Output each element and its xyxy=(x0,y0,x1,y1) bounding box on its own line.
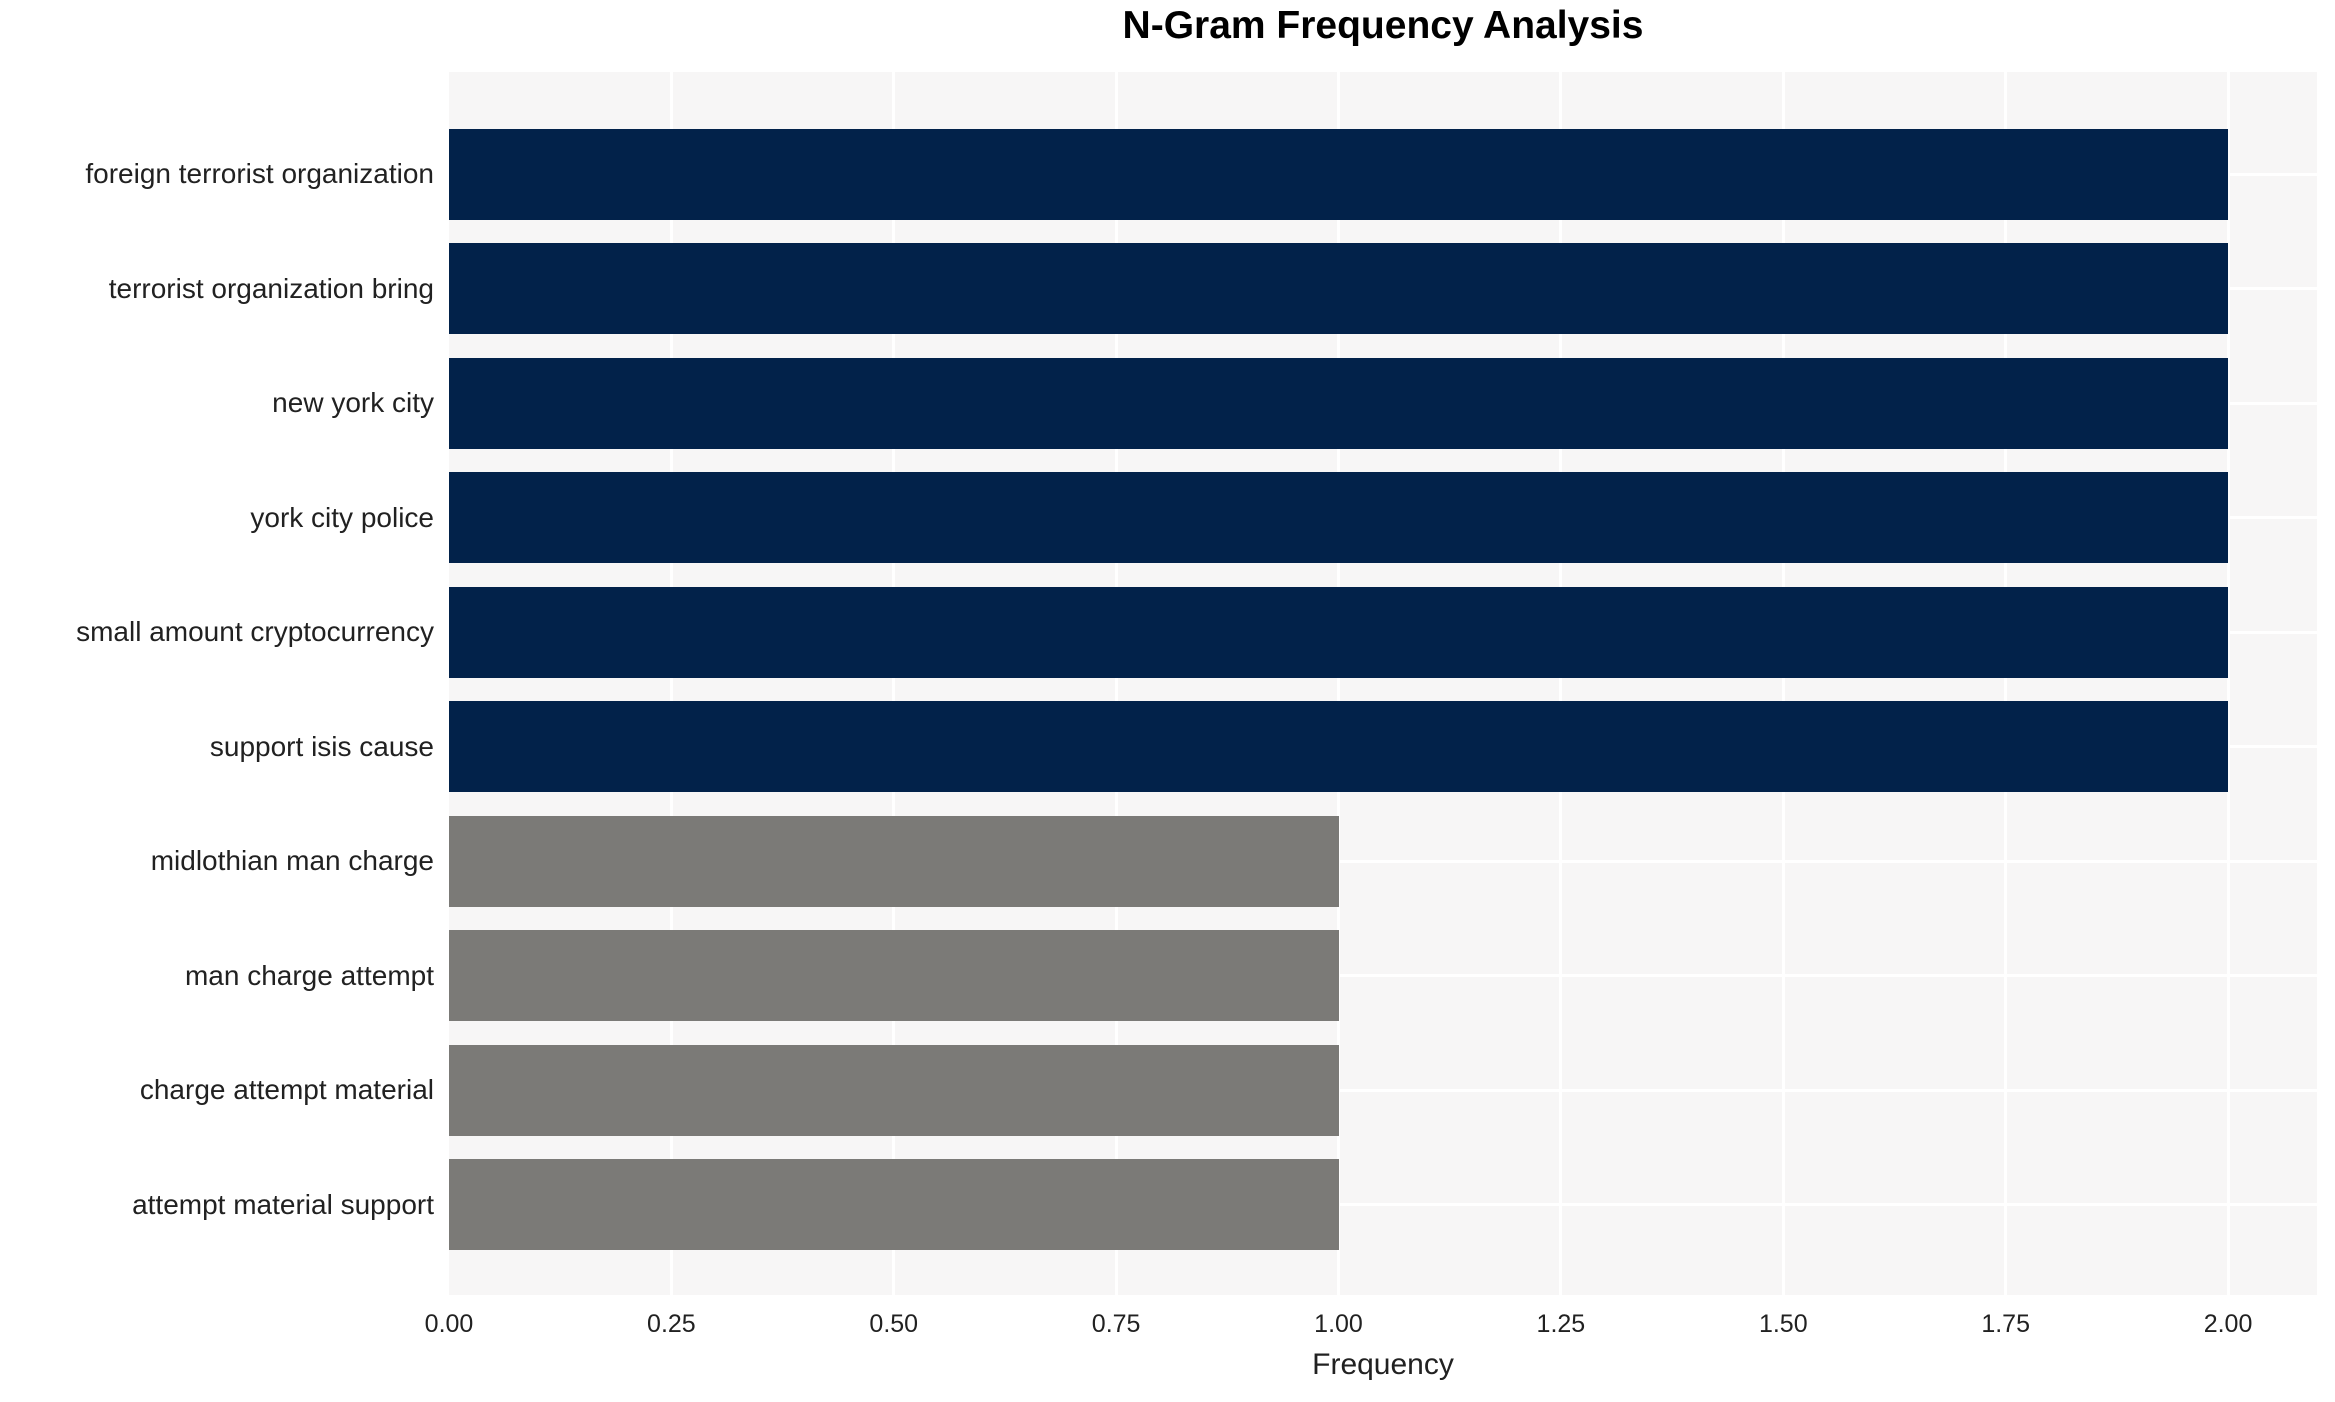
bar xyxy=(449,1044,1339,1136)
category-label: man charge attempt xyxy=(184,959,434,991)
x-tick-label: 1.75 xyxy=(1981,1310,2030,1338)
x-tick-label: 0.50 xyxy=(869,1310,919,1338)
x-tick-label: 1.50 xyxy=(1758,1310,1808,1338)
bar xyxy=(449,472,2229,564)
x-tick-label: 0.00 xyxy=(424,1310,474,1338)
x-axis-title: Frequency xyxy=(1312,1348,1454,1381)
category-label: small amount cryptocurrency xyxy=(76,616,434,648)
bar xyxy=(449,815,1339,907)
x-axis-ticks: 0.00 0.25 0.50 0.75 1.00 1.25 1.50 1.75 2.00 xyxy=(425,1310,2317,1340)
gridline-vertical xyxy=(1559,72,1563,1295)
gridline-vertical xyxy=(2226,72,2230,1295)
bar xyxy=(449,930,1339,1022)
gridline-horizontal xyxy=(449,1088,2317,1092)
category-label: midlothian man charge xyxy=(150,845,434,877)
category-label: york city police xyxy=(250,501,434,533)
y-axis-labels: foreign terrorist organization terrorist … xyxy=(0,72,434,1295)
chart-title: N-Gram Frequency Analysis xyxy=(1122,4,1644,47)
x-tick-label: 2.00 xyxy=(2203,1310,2253,1338)
category-label: foreign terrorist organization xyxy=(85,158,434,190)
gridline-horizontal xyxy=(449,974,2317,978)
bar xyxy=(449,701,2229,793)
gridline-vertical xyxy=(669,72,673,1295)
x-tick-label: 0.75 xyxy=(1091,1310,1141,1338)
category-label: support isis cause xyxy=(209,730,434,762)
x-tick-label: 1.25 xyxy=(1536,1310,1586,1338)
gridline-vertical xyxy=(2004,72,2008,1295)
bar xyxy=(449,128,2229,220)
bar xyxy=(449,357,2229,449)
category-label: terrorist organization bring xyxy=(108,272,434,304)
x-tick-label: 0.25 xyxy=(647,1310,696,1338)
category-label: new york city xyxy=(272,387,434,419)
gridline-vertical xyxy=(1337,72,1341,1295)
gridline-horizontal xyxy=(449,1203,2317,1207)
plot-area xyxy=(449,72,2317,1295)
gridline-horizontal xyxy=(449,859,2317,863)
gridline-vertical xyxy=(1781,72,1785,1295)
x-tick-label: 1.00 xyxy=(1314,1310,1363,1338)
gridline-vertical xyxy=(892,72,896,1295)
category-label: charge attempt material xyxy=(139,1074,434,1106)
bar xyxy=(449,243,2229,335)
bar xyxy=(449,1159,1339,1251)
bar xyxy=(449,586,2229,678)
gridline-vertical xyxy=(1114,72,1118,1295)
category-label: attempt material support xyxy=(132,1188,434,1220)
